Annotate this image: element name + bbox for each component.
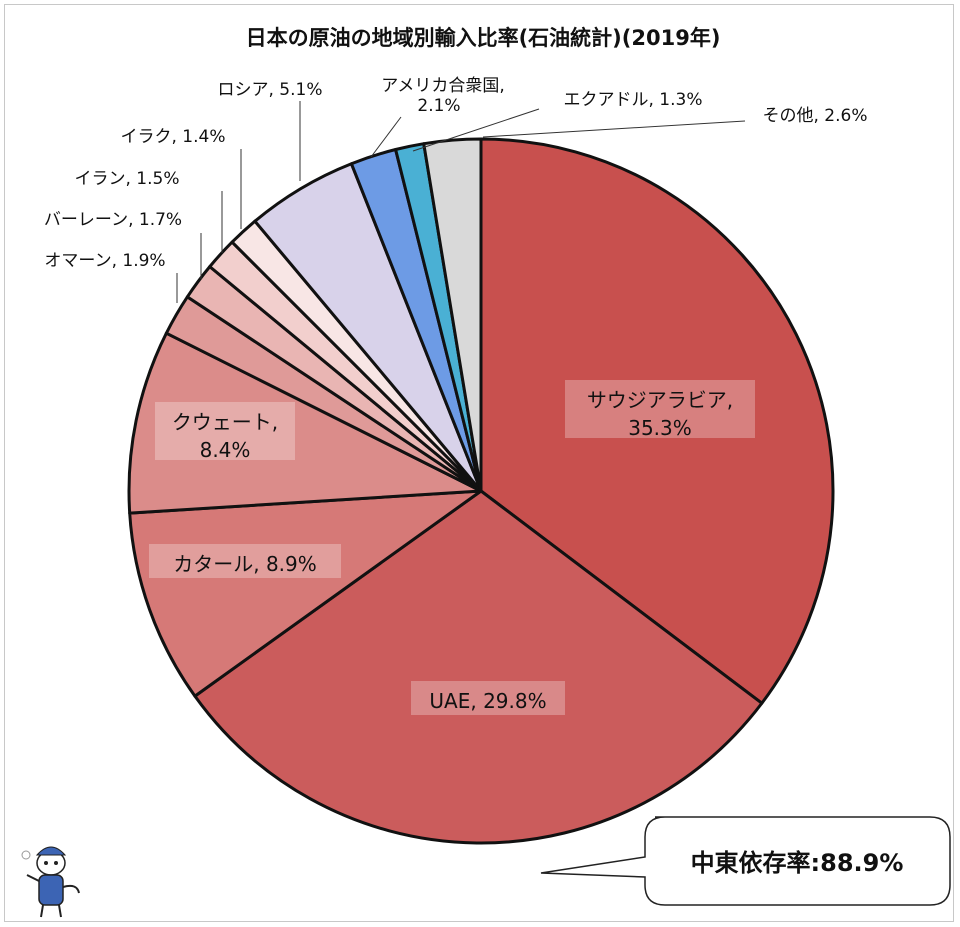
slice-label-9: ロシア, 5.1% [218,80,323,100]
pie-slice-12 [422,137,483,493]
leader-lines [176,101,746,303]
slice-label-bg [411,681,565,715]
slice-label-text: イラン, 1.5% [75,169,180,189]
slice-label-text: クウェート, [172,410,278,434]
slice-label-text: ロシア, 5.1% [218,80,323,100]
callout-text: 中東依存率:88.9% [691,849,904,877]
slice-label-text: バーレーン, 1.7% [44,210,182,230]
pie-slices [127,137,835,845]
chart-frame: 日本の原油の地域別輸入比率(石油統計)(2019年) サウジアラビア, 35.3%… [4,4,954,922]
slice-label-11: エクアドル, 1.3% [564,90,703,110]
slice-label-4: クウェート, 8.4% [155,402,295,462]
slice-value-text: 35.3% [628,416,692,440]
slice-label-text: オマーン, 1.9% [44,251,165,271]
slice-label-text: カタール, 8.9% [173,552,317,576]
callout-shape [540,816,951,906]
slice-label-text: エクアドル, 1.3% [564,90,703,110]
pie-slice-2 [193,489,764,845]
slice-label-2: UAE, 29.8% [411,681,565,715]
pie-slice-4 [127,331,483,515]
leader-line-10 [370,116,402,158]
slice-label-12: その他, 2.6% [763,106,868,126]
slice-label-bg [149,544,341,578]
chart-title: 日本の原油の地域別輸入比率(石油統計)(2019年) [246,26,721,50]
pie-slice-3 [128,489,483,698]
slice-label-bg [565,380,755,438]
slice-labels: サウジアラビア, 35.3% UAE, 29.8% カタール, 8.9% クウェート, 8… [44,76,868,715]
slice-label-7: イラン, 1.5% [75,169,180,189]
slice-label-bg [155,402,295,460]
slice-label-text: イラク, 1.4% [121,127,226,147]
slice-value-text: 8.4% [200,438,251,462]
slice-label-5: オマーン, 1.9% [44,251,165,271]
slice-label-text: サウジアラビア, [587,388,733,412]
slice-value-text: 2.1% [417,96,460,116]
slice-label-8: イラク, 1.4% [121,127,226,147]
slice-label-6: バーレーン, 1.7% [44,210,182,230]
pie-chart: 日本の原油の地域別輸入比率(石油統計)(2019年) サウジアラビア, 35.3%… [21,26,951,918]
slice-label-3: カタール, 8.9% [149,544,341,578]
leader-line-12 [482,120,746,138]
mascot-illustration [21,846,80,918]
slice-label-10: アメリカ合衆国,2.1% [381,76,505,116]
slice-label-text: UAE, 29.8% [429,689,546,713]
slice-label-text: アメリカ合衆国, [381,76,505,96]
leader-line-11 [412,108,540,152]
callout-bubble: 中東依存率:88.9% [540,816,951,906]
slice-label-1: サウジアラビア, 35.3% [565,380,755,440]
slice-label-text: その他, 2.6% [763,106,868,126]
pie-slice-1 [479,137,835,705]
